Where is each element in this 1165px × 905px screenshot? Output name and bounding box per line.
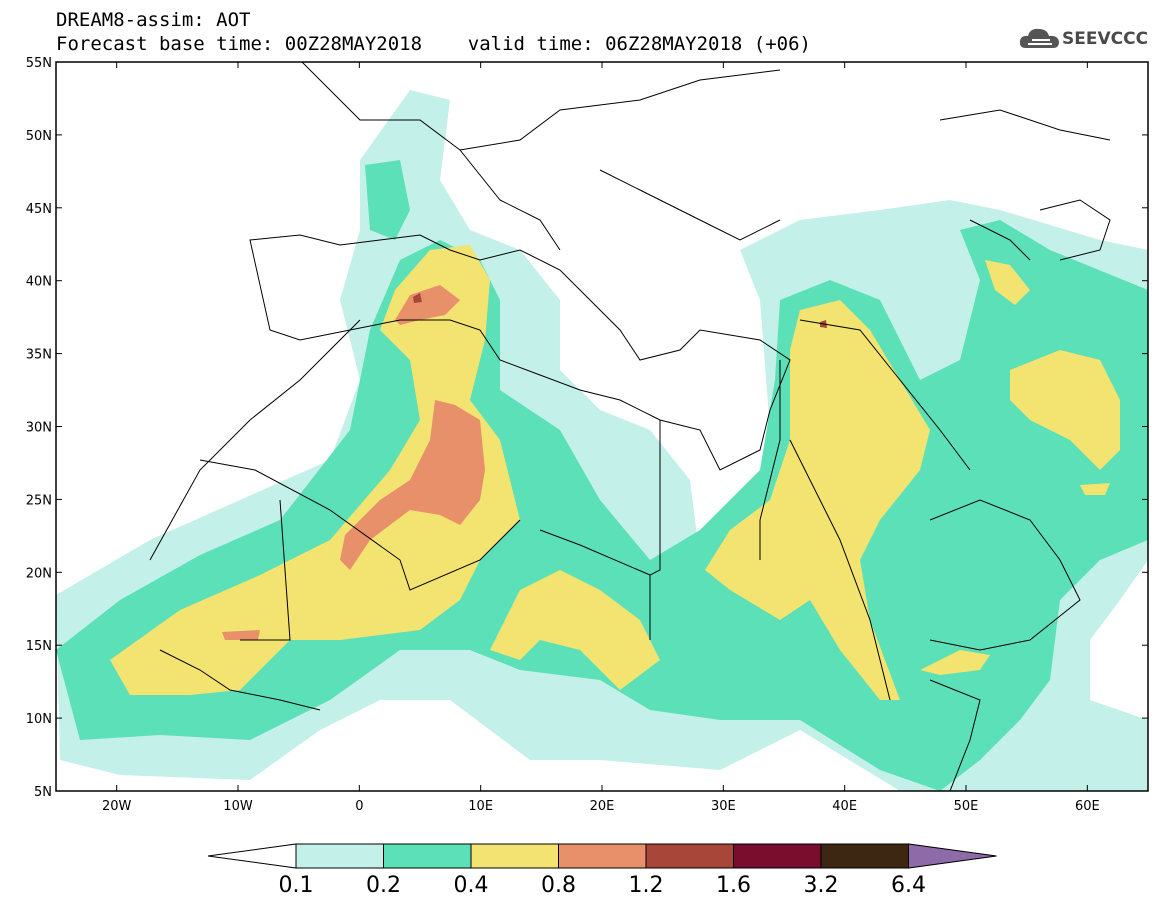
lat-label: 55N xyxy=(26,56,52,71)
lat-label: 10N xyxy=(26,712,52,727)
lat-label: 40N xyxy=(26,275,52,290)
chart-title: DREAM8-assim: AOT xyxy=(56,9,251,31)
colorbar-segment xyxy=(733,843,822,869)
colorbar-label: 0.2 xyxy=(366,873,401,898)
lon-label: 10W xyxy=(223,799,253,814)
lon-label: 20W xyxy=(102,799,132,814)
seevccc-logo: SEEVCCC xyxy=(1018,24,1148,54)
lat-label: 50N xyxy=(26,129,52,144)
colorbar: 0.1 0.2 0.4 0.8 1.2 1.6 3.2 6.4 xyxy=(207,843,997,898)
lat-label: 20N xyxy=(26,566,52,581)
colorbar-label: 0.8 xyxy=(541,873,576,898)
cloud-icon xyxy=(1019,28,1059,48)
colorbar-label: 0.4 xyxy=(454,873,489,898)
lat-label: 45N xyxy=(26,202,52,217)
colorbar-segment xyxy=(558,843,647,869)
lat-label: 15N xyxy=(26,639,52,654)
lon-label: 50E xyxy=(954,799,979,814)
lon-label: 0 xyxy=(355,799,363,814)
lon-label: 60E xyxy=(1075,799,1100,814)
colorbar-segment xyxy=(383,843,472,869)
colorbar-low-arrow xyxy=(207,843,297,869)
coastlines xyxy=(149,62,1111,791)
forecast-time-line: Forecast base time: 00Z28MAY2018 valid t… xyxy=(56,33,811,55)
lat-label: 5N xyxy=(34,785,52,800)
aot-band-0.4 xyxy=(110,245,1120,700)
lon-label: 30E xyxy=(711,799,736,814)
aot-band-0.8 xyxy=(222,285,485,640)
colorbar-label: 1.2 xyxy=(629,873,664,898)
aot-shading xyxy=(56,62,1148,791)
colorbar-high-arrow xyxy=(908,843,997,869)
lon-label: 10E xyxy=(468,799,493,814)
colorbar-segment xyxy=(820,843,909,869)
lat-label: 35N xyxy=(26,348,52,363)
colorbar-label: 0.1 xyxy=(279,873,314,898)
colorbar-segment xyxy=(645,843,734,869)
colorbar-label: 3.2 xyxy=(804,873,839,898)
latitude-axis: 55N 50N 45N 40N 35N 30N 25N 20N 15N 10N 5N xyxy=(26,56,1148,800)
longitude-axis: 20W 10W 0 10E 20E 30E 40E 50E 60E xyxy=(102,62,1100,814)
colorbar-segment xyxy=(295,843,384,869)
colorbar-label: 6.4 xyxy=(891,873,926,898)
lat-label: 25N xyxy=(26,493,52,508)
logo-text: SEEVCCC xyxy=(1062,29,1149,49)
lon-label: 20E xyxy=(590,799,615,814)
colorbar-segment xyxy=(470,843,559,869)
lon-label: 40E xyxy=(832,799,857,814)
lat-label: 30N xyxy=(26,421,52,436)
colorbar-label: 1.6 xyxy=(716,873,751,898)
